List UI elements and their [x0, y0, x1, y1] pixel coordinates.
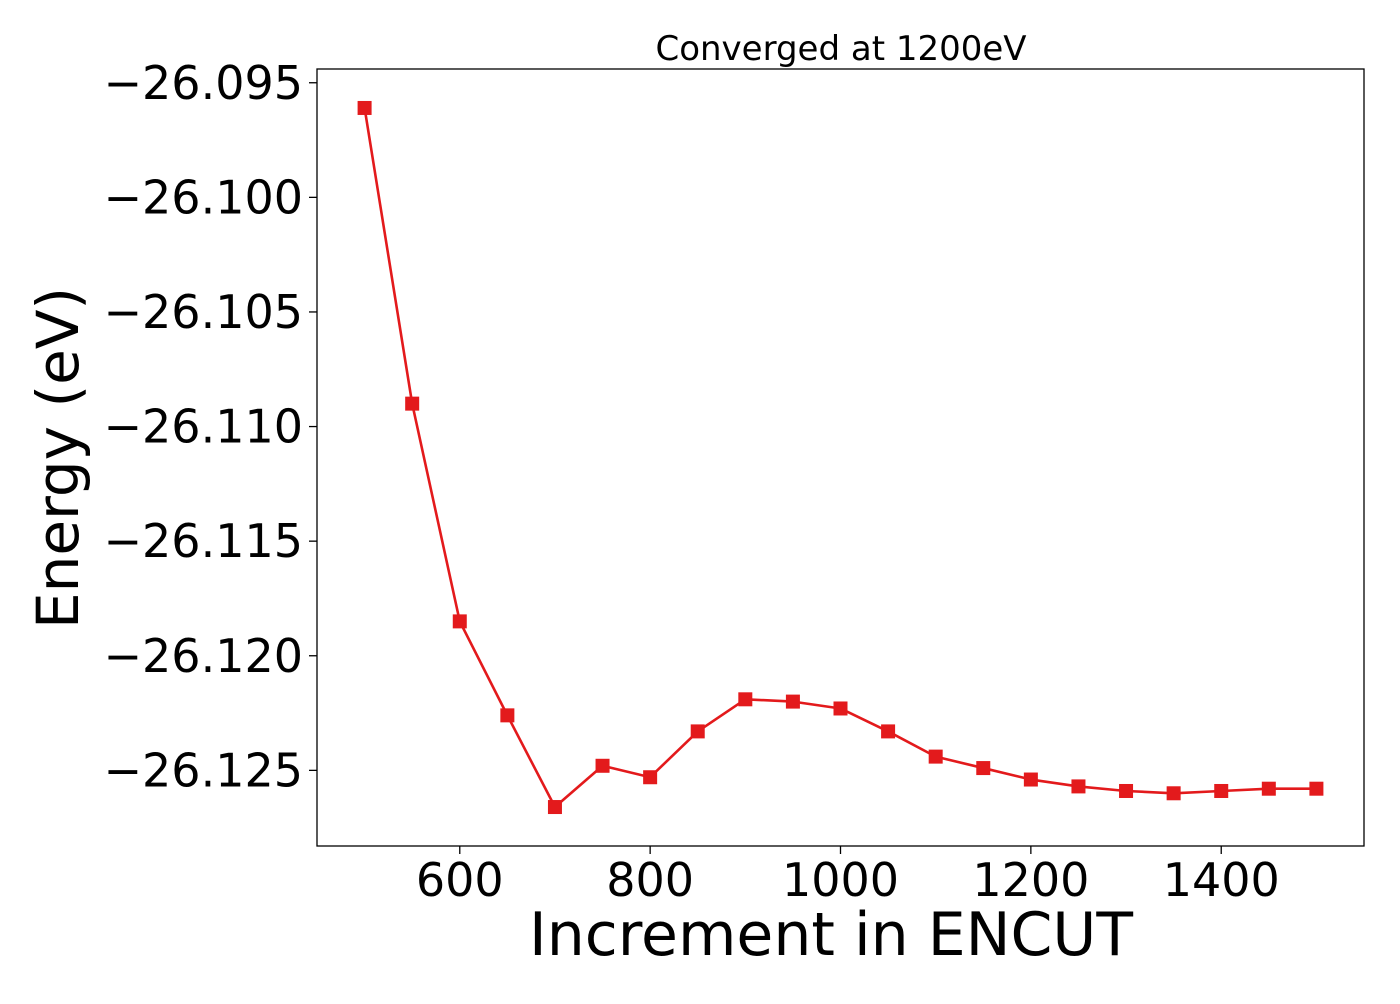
plot-area-frame: [316, 68, 1365, 847]
x-tick-label: 1400: [1163, 853, 1280, 907]
data-point-marker: [738, 692, 753, 707]
data-point-marker: [643, 770, 658, 785]
y-tick-label: −26.110: [104, 400, 304, 454]
y-tick-label: −26.095: [104, 56, 304, 110]
data-point-marker: [1214, 783, 1229, 798]
x-tick-label: 1200: [972, 853, 1089, 907]
chart-title: Converged at 1200eV: [655, 29, 1026, 69]
data-point-marker: [1119, 783, 1134, 798]
x-tick-label: 800: [606, 853, 694, 907]
y-tick-label: −26.125: [104, 743, 304, 797]
data-point-marker: [1023, 772, 1038, 787]
data-point-marker: [1071, 779, 1086, 794]
y-tick-label: −26.105: [104, 285, 304, 339]
data-series: [357, 100, 1324, 815]
y-tick-label: −26.120: [104, 629, 304, 683]
data-point-marker: [1261, 781, 1276, 796]
data-point-marker: [881, 724, 896, 739]
data-point-marker: [357, 100, 372, 115]
data-point-marker: [1166, 786, 1181, 801]
data-point-marker: [785, 694, 800, 709]
y-tick-label: −26.100: [104, 170, 304, 224]
data-point-marker: [547, 800, 562, 815]
x-tick-label: 600: [416, 853, 504, 907]
data-point-marker: [500, 708, 515, 723]
data-point-marker: [595, 758, 610, 773]
data-point-marker: [833, 701, 848, 716]
data-point-marker: [1309, 781, 1324, 796]
data-point-marker: [690, 724, 705, 739]
axis-ticks: 600 800 1000 1200 1400 −26.095 −26.100 −26.105 −…: [104, 56, 1280, 907]
x-tick-label: 1000: [782, 853, 899, 907]
x-axis-label: Increment in ENCUT: [529, 900, 1133, 970]
data-point-marker: [976, 761, 991, 776]
y-tick-label: −26.115: [104, 514, 304, 568]
data-point-marker: [928, 749, 943, 764]
data-point-marker: [405, 396, 420, 411]
data-point-marker: [452, 614, 467, 629]
y-axis-label: Energy (eV): [24, 287, 92, 629]
